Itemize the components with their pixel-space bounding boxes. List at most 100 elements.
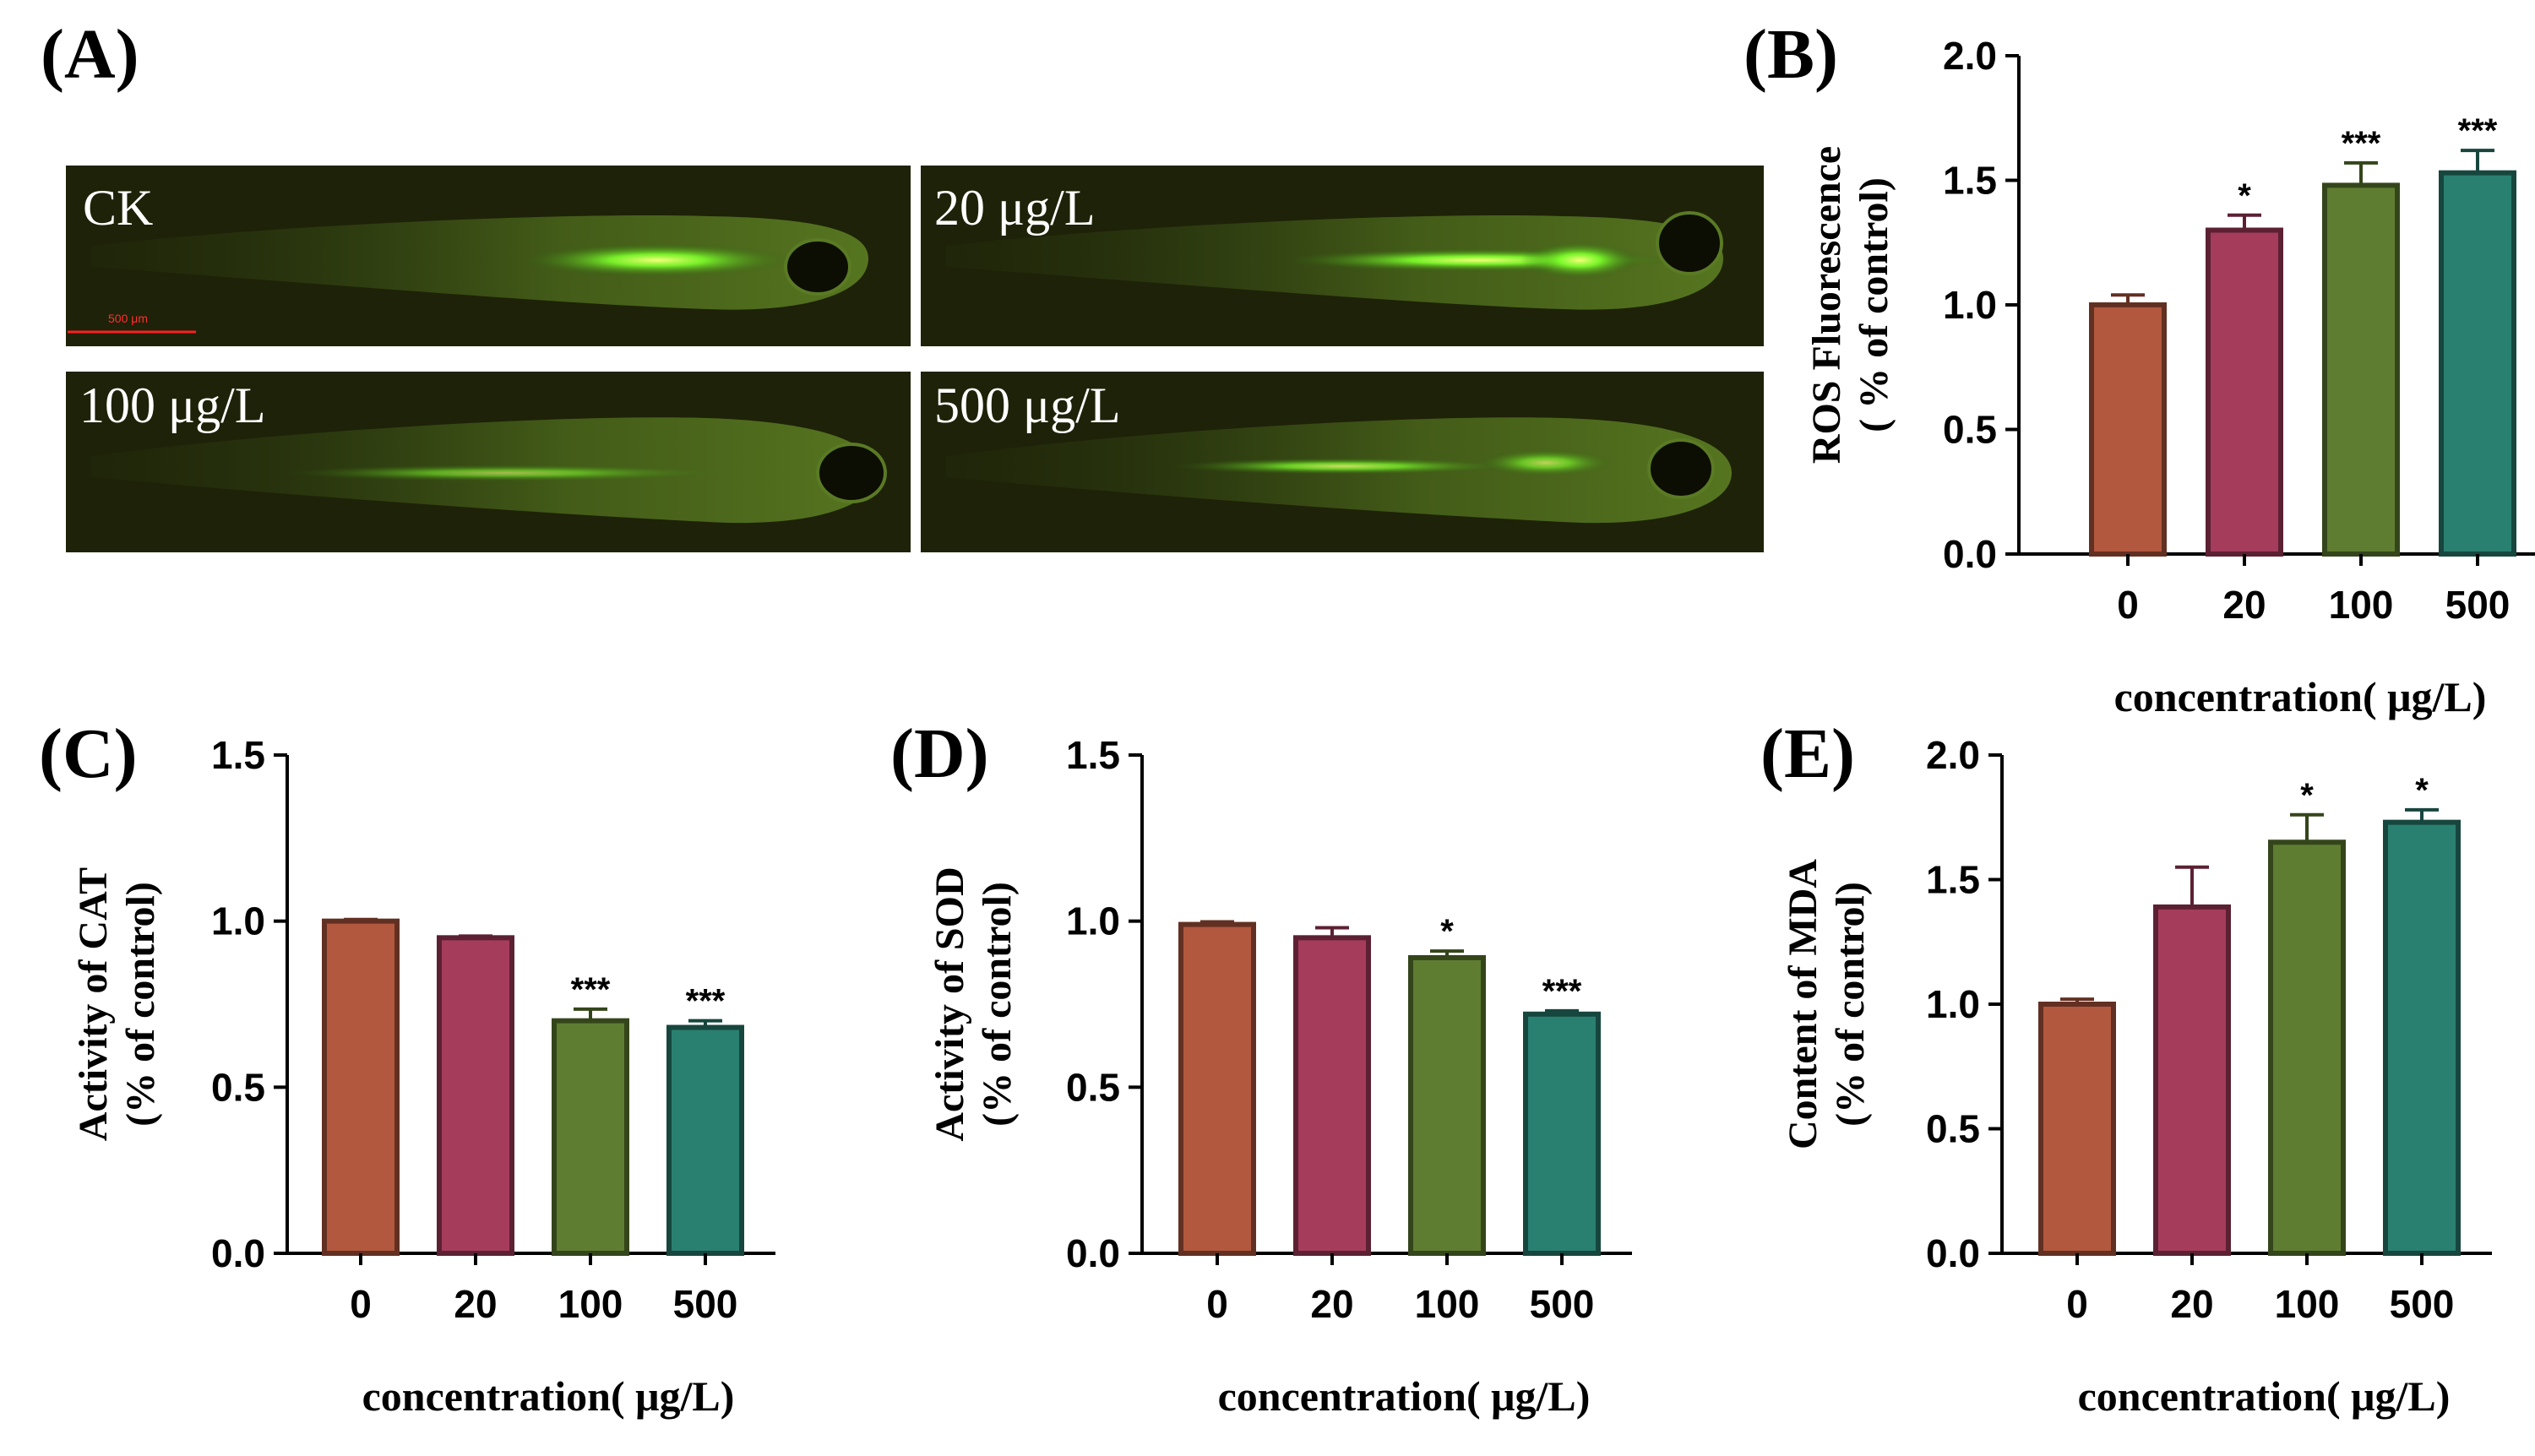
y-tick-label: 1.5 (1926, 858, 1980, 902)
bar-500 (666, 1024, 744, 1256)
y-tick-label: 1.5 (1066, 733, 1120, 777)
chart-cat: (C) 0.0 0.5 1.0 1.5 0 20 *** 100 *** 500 concentrat… (39, 714, 775, 1420)
micrograph-label: 20 μg/L (934, 180, 1096, 236)
y-axis-label: Activity of CAT (71, 867, 116, 1141)
micrograph-100: 100 μg/L (66, 372, 911, 552)
y-tick-label: 0.5 (211, 1065, 265, 1109)
fish-silhouette (91, 215, 868, 310)
bar-100 (2322, 182, 2400, 557)
fluorescence-glow (1478, 449, 1613, 476)
x-tick-label: 100 (2329, 583, 2394, 627)
x-axis-label: concentration( μg/L) (1218, 1372, 1591, 1420)
y-axis-label: Activity of SOD (928, 867, 972, 1141)
panel-a: (A) CK 500 μm 20 μg/L 100 μg/L (41, 15, 1764, 552)
chart-sod: (D) 0.0 0.5 1.0 1.5 0 20 * 100 *** 500 concentratio… (890, 714, 1632, 1420)
y-axis-label: (% of control) (118, 882, 163, 1127)
bar-0 (322, 918, 400, 1256)
y-tick-label: 0.5 (1926, 1107, 1980, 1151)
x-tick-label: 0 (350, 1282, 372, 1326)
y-axis-label: (% of control) (1828, 882, 1873, 1127)
fish-eye (816, 443, 887, 503)
x-tick-label: 20 (2170, 1282, 2213, 1326)
y-axis-label: ( % of control) (1852, 177, 1896, 432)
x-tick-label: 500 (2445, 583, 2511, 627)
bar-100 (552, 1018, 629, 1256)
panel-letter: (C) (39, 714, 138, 793)
y-tick-label: 1.0 (211, 899, 265, 943)
y-tick-label: 0.0 (1066, 1231, 1120, 1275)
y-tick-label: 1.0 (1943, 283, 1997, 327)
significance-marker: *** (686, 983, 726, 1020)
significance-marker: *** (1542, 973, 1582, 1010)
fish-eye (784, 238, 851, 296)
y-tick-label: 2.0 (1943, 34, 1997, 78)
bar-100 (2268, 839, 2346, 1256)
x-tick-label: 500 (2390, 1282, 2455, 1326)
fish-eye (1656, 211, 1723, 275)
y-axis-label: (% of control) (975, 882, 1020, 1127)
x-tick-label: 0 (2117, 583, 2139, 627)
y-tick-label: 1.0 (1926, 982, 1980, 1026)
bar-20 (1293, 935, 1371, 1257)
bar-20 (2153, 904, 2231, 1256)
x-tick-label: 500 (673, 1282, 738, 1326)
chart-ros: (B) 0.0 0.5 1.0 1.5 2.0 0 * 20 *** 100 *** 500 concen… (1743, 15, 2535, 720)
y-tick-label: 0.0 (1943, 532, 1997, 576)
y-tick-label: 0.5 (1943, 408, 1997, 452)
scale-bar-label: 500 μm (108, 312, 148, 325)
bar-0 (2038, 1002, 2116, 1256)
bar-500 (2439, 170, 2516, 557)
y-tick-label: 0.5 (1066, 1065, 1120, 1109)
bar-0 (2089, 302, 2167, 557)
y-tick-label: 0.0 (211, 1231, 265, 1275)
micrograph-label: CK (83, 180, 153, 236)
x-axis-label: concentration( μg/L) (2078, 1372, 2451, 1420)
x-tick-label: 500 (1530, 1282, 1595, 1326)
fluorescence-glow (1174, 458, 1512, 475)
x-tick-label: 20 (454, 1282, 497, 1326)
significance-marker: * (2300, 777, 2314, 814)
chart-mda: (E) 0.0 0.5 1.0 1.5 2.0 0 20 * 100 * 500 concentrati… (1760, 714, 2492, 1420)
panel-letter: (B) (1743, 15, 1838, 94)
x-axis-label: concentration( μg/L) (362, 1372, 735, 1420)
bar-20 (437, 935, 514, 1257)
significance-marker: *** (2342, 125, 2381, 162)
bar-500 (1523, 1011, 1601, 1257)
x-tick-label: 0 (1206, 1282, 1228, 1326)
x-tick-label: 20 (2222, 583, 2266, 627)
bar-500 (2383, 819, 2461, 1257)
y-tick-label: 2.0 (1926, 733, 1980, 777)
bar-100 (1408, 954, 1486, 1257)
fluorescence-glow (1520, 242, 1639, 279)
significance-marker: * (1440, 913, 1454, 950)
micrograph-500: 500 μg/L (921, 372, 1764, 552)
y-axis-label: Content of MDA (1781, 859, 1825, 1149)
micrograph-label: 500 μg/L (934, 378, 1121, 433)
y-tick-label: 1.5 (1943, 159, 1997, 203)
micrograph-ck: CK 500 μm (66, 166, 911, 346)
bar-0 (1178, 921, 1256, 1256)
micrograph-label: 100 μg/L (79, 378, 266, 433)
significance-marker: *** (571, 971, 611, 1008)
y-tick-label: 1.5 (211, 733, 265, 777)
fish-eye (1647, 438, 1715, 499)
significance-marker: *** (2458, 112, 2498, 149)
bar-20 (2206, 227, 2283, 557)
x-tick-label: 20 (1310, 1282, 1353, 1326)
fluorescence-glow (286, 465, 725, 481)
fluorescence-glow (522, 243, 792, 277)
x-tick-label: 100 (2275, 1282, 2340, 1326)
panel-letter: (E) (1760, 714, 1855, 793)
panel-letter-a: (A) (41, 15, 139, 94)
micrograph-20: 20 μg/L (921, 166, 1764, 346)
x-tick-label: 0 (2066, 1282, 2088, 1326)
x-tick-label: 100 (558, 1282, 623, 1326)
y-tick-label: 0.0 (1926, 1231, 1980, 1275)
x-axis-label: concentration( μg/L) (2114, 673, 2487, 720)
y-axis-label: ROS Fluorescence (1804, 146, 1849, 464)
panel-letter: (D) (890, 714, 989, 793)
significance-marker: * (2238, 177, 2251, 215)
significance-marker: * (2415, 772, 2429, 809)
x-tick-label: 100 (1415, 1282, 1480, 1326)
